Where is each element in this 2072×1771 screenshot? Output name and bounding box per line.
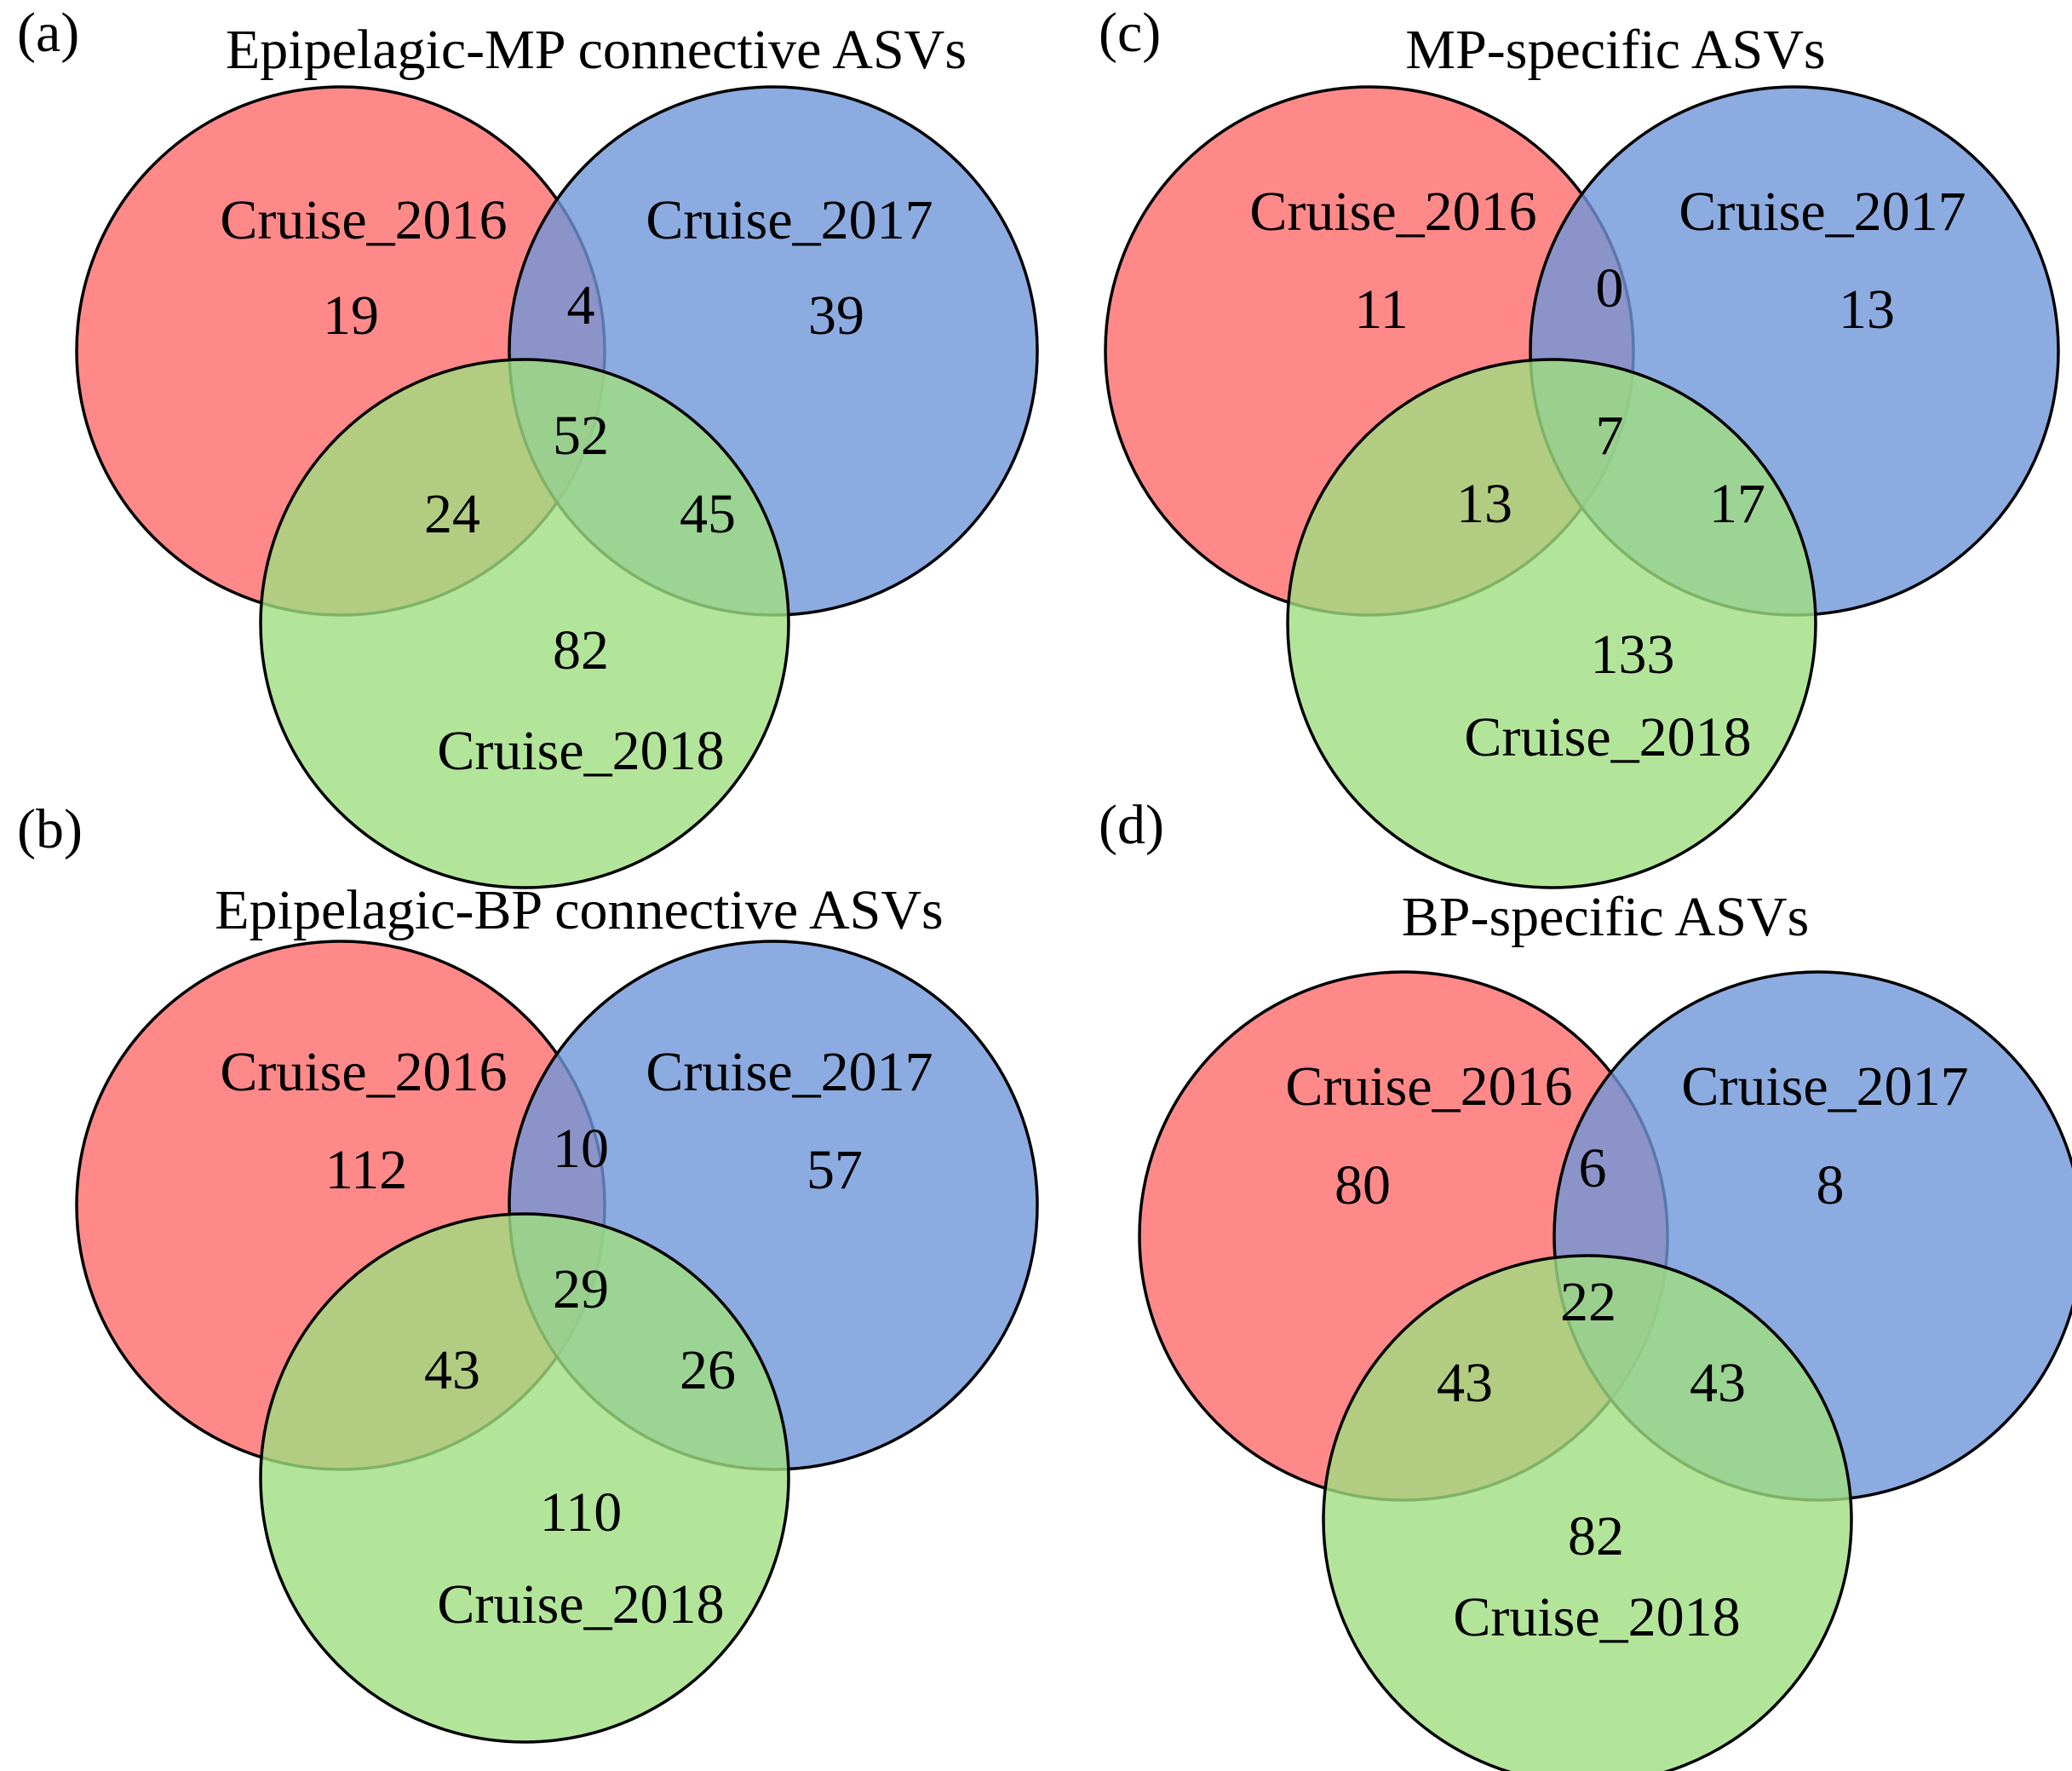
set-label-2017-b: Cruise_2017 xyxy=(646,1041,933,1103)
set-label-2017-c: Cruise_2017 xyxy=(1679,181,1966,243)
count-only-2017-c: 13 xyxy=(1839,279,1895,341)
count-only-2018-d: 82 xyxy=(1568,1505,1624,1567)
circle-2018-d xyxy=(1322,1254,1853,1771)
count-s2016-2017-b: 10 xyxy=(553,1118,609,1180)
circle-2018-b xyxy=(259,1212,790,1744)
set-label-2016-b: Cruise_2016 xyxy=(220,1041,507,1103)
panel-b: (b) Epipelagic-BP connective ASVs Cruise_2… xyxy=(17,798,1039,1744)
set-label-2018-b: Cruise_2018 xyxy=(437,1573,724,1636)
count-only-2016-a: 19 xyxy=(323,285,379,347)
count-only-2016-b: 112 xyxy=(325,1139,408,1201)
circle-2018-c xyxy=(1286,358,1817,889)
count-only-2017-b: 57 xyxy=(806,1139,863,1201)
count-only-2018-b: 110 xyxy=(540,1481,623,1544)
count-s2016-2017-d: 6 xyxy=(1579,1137,1607,1199)
count-only-2017-a: 39 xyxy=(808,285,864,347)
panel-letter-b: (b) xyxy=(17,798,83,860)
panel-a: (a) Epipelagic-MP connective ASVs Cruise_2… xyxy=(17,2,1039,889)
panel-letter-a: (a) xyxy=(17,2,79,64)
count-s2016-2018-b: 43 xyxy=(424,1339,480,1401)
count-all-c: 7 xyxy=(1596,405,1624,467)
count-s2017-2018-a: 45 xyxy=(680,483,736,545)
set-label-2016-a: Cruise_2016 xyxy=(220,189,507,251)
count-all-a: 52 xyxy=(553,405,609,467)
panel-title-a: Epipelagic-MP connective ASVs xyxy=(226,19,967,81)
panel-c: (c) MP-specific ASVs Cruise_2016 Cruise_201… xyxy=(1099,2,2060,889)
count-s2016-2017-a: 4 xyxy=(567,274,595,336)
count-s2017-2018-c: 17 xyxy=(1709,473,1765,535)
panel-title-d: BP-specific ASVs xyxy=(1402,886,1810,948)
set-label-2017-d: Cruise_2017 xyxy=(1681,1055,1968,1118)
panel-letter-c: (c) xyxy=(1099,2,1161,64)
count-s2017-2018-d: 43 xyxy=(1690,1352,1746,1414)
panel-letter-d: (d) xyxy=(1099,794,1164,856)
count-s2016-2018-c: 13 xyxy=(1456,473,1512,535)
panel-title-b: Epipelagic-BP connective ASVs xyxy=(215,879,943,941)
count-all-b: 29 xyxy=(553,1258,609,1320)
count-only-2016-c: 11 xyxy=(1354,279,1409,341)
count-only-2018-c: 133 xyxy=(1591,624,1675,686)
set-label-2016-d: Cruise_2016 xyxy=(1285,1055,1572,1118)
count-all-d: 22 xyxy=(1560,1271,1616,1333)
count-only-2017-d: 8 xyxy=(1817,1154,1845,1216)
count-s2016-2018-a: 24 xyxy=(424,483,480,545)
set-label-2016-c: Cruise_2016 xyxy=(1249,181,1536,243)
set-label-2017-a: Cruise_2017 xyxy=(646,189,933,251)
count-s2017-2018-b: 26 xyxy=(680,1339,736,1401)
count-s2016-2018-d: 43 xyxy=(1437,1352,1493,1414)
panel-title-c: MP-specific ASVs xyxy=(1405,19,1825,81)
count-only-2018-a: 82 xyxy=(553,619,609,681)
circle-2018-a xyxy=(259,358,790,889)
count-only-2016-d: 80 xyxy=(1334,1154,1391,1216)
set-label-2018-a: Cruise_2018 xyxy=(437,720,724,782)
panel-d: (d) BP-specific ASVs Cruise_2016 Cruise_201… xyxy=(1099,794,2072,1771)
set-label-2018-d: Cruise_2018 xyxy=(1453,1586,1740,1648)
count-s2016-2017-c: 0 xyxy=(1596,257,1624,319)
set-label-2018-c: Cruise_2018 xyxy=(1464,706,1751,768)
